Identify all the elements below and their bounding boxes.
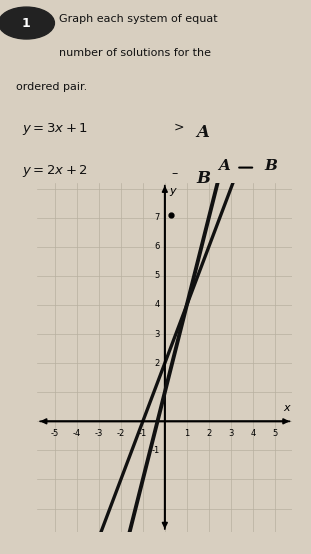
Text: x: x: [284, 403, 290, 413]
Text: 1: 1: [184, 429, 189, 438]
Text: number of solutions for the: number of solutions for the: [59, 48, 211, 58]
Text: -3: -3: [95, 429, 103, 438]
Text: 4: 4: [250, 429, 255, 438]
Text: ordered pair.: ordered pair.: [16, 81, 87, 91]
Text: $y = 2x + 2$: $y = 2x + 2$: [22, 163, 88, 179]
Text: A: A: [196, 124, 209, 141]
Text: A: A: [218, 159, 230, 173]
Text: -4: -4: [73, 429, 81, 438]
Text: B: B: [264, 159, 277, 173]
Text: 1: 1: [22, 17, 31, 29]
Text: 4: 4: [155, 300, 160, 310]
Text: 7: 7: [155, 213, 160, 222]
Text: Graph each system of equat: Graph each system of equat: [59, 14, 218, 24]
Text: 2: 2: [206, 429, 211, 438]
Text: 3: 3: [228, 429, 234, 438]
Text: $y = 3x + 1$: $y = 3x + 1$: [22, 121, 88, 136]
Text: 2: 2: [155, 358, 160, 368]
Text: 3: 3: [155, 330, 160, 338]
Text: 5: 5: [155, 271, 160, 280]
Text: -5: -5: [51, 429, 59, 438]
Text: $>$: $>$: [171, 121, 185, 134]
Text: y: y: [169, 186, 175, 196]
Text: B: B: [196, 170, 210, 187]
Text: -1: -1: [139, 429, 147, 438]
Text: –: –: [171, 167, 177, 179]
Text: -2: -2: [117, 429, 125, 438]
Text: 6: 6: [155, 242, 160, 252]
Text: 5: 5: [272, 429, 277, 438]
Circle shape: [0, 7, 54, 39]
Text: -1: -1: [152, 446, 160, 455]
